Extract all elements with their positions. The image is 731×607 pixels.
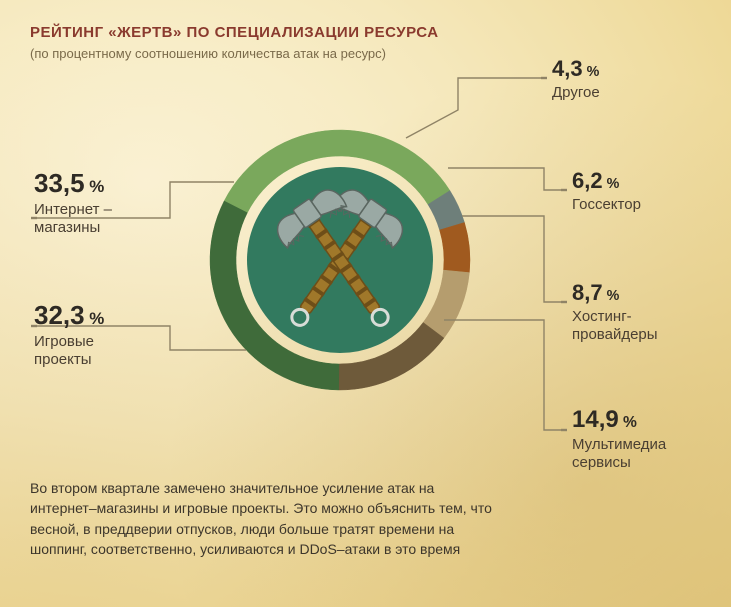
footer-paragraph: Во втором квартале замечено значительное… <box>30 478 500 559</box>
cat-other: Другое <box>552 84 712 102</box>
leader-other <box>406 78 544 138</box>
pct-multimedia: 14,9 % <box>572 406 731 434</box>
cat-gov: Госсектор <box>572 196 731 214</box>
leader-multimedia <box>444 320 564 430</box>
leader-gov <box>448 168 564 190</box>
callout-multimedia: 14,9 %Мультимедиасервисы <box>572 406 731 472</box>
pct-gaming: 32,3 % <box>34 300 184 331</box>
cat-gaming: Игровыепроекты <box>34 333 184 369</box>
pct-hosting: 8,7 % <box>572 280 731 306</box>
callout-internet_shops: 33,5 %Интернет –магазины <box>34 168 184 237</box>
callout-other: 4,3 % Другое <box>552 56 712 102</box>
pct-internet_shops: 33,5 % <box>34 168 184 199</box>
cat-hosting: Хостинг-провайдеры <box>572 308 731 344</box>
callout-gov: 6,2 % Госсектор <box>572 168 731 214</box>
leader-hosting <box>462 216 564 302</box>
pct-gov: 6,2 % <box>572 168 731 194</box>
pct-other: 4,3 % <box>552 56 712 82</box>
slice-gov <box>440 222 470 272</box>
callout-gaming: 32,3 %Игровыепроекты <box>34 300 184 369</box>
cat-multimedia: Мультимедиасервисы <box>572 436 731 472</box>
cat-internet_shops: Интернет –магазины <box>34 201 184 237</box>
callout-hosting: 8,7 %Хостинг-провайдеры <box>572 280 731 344</box>
